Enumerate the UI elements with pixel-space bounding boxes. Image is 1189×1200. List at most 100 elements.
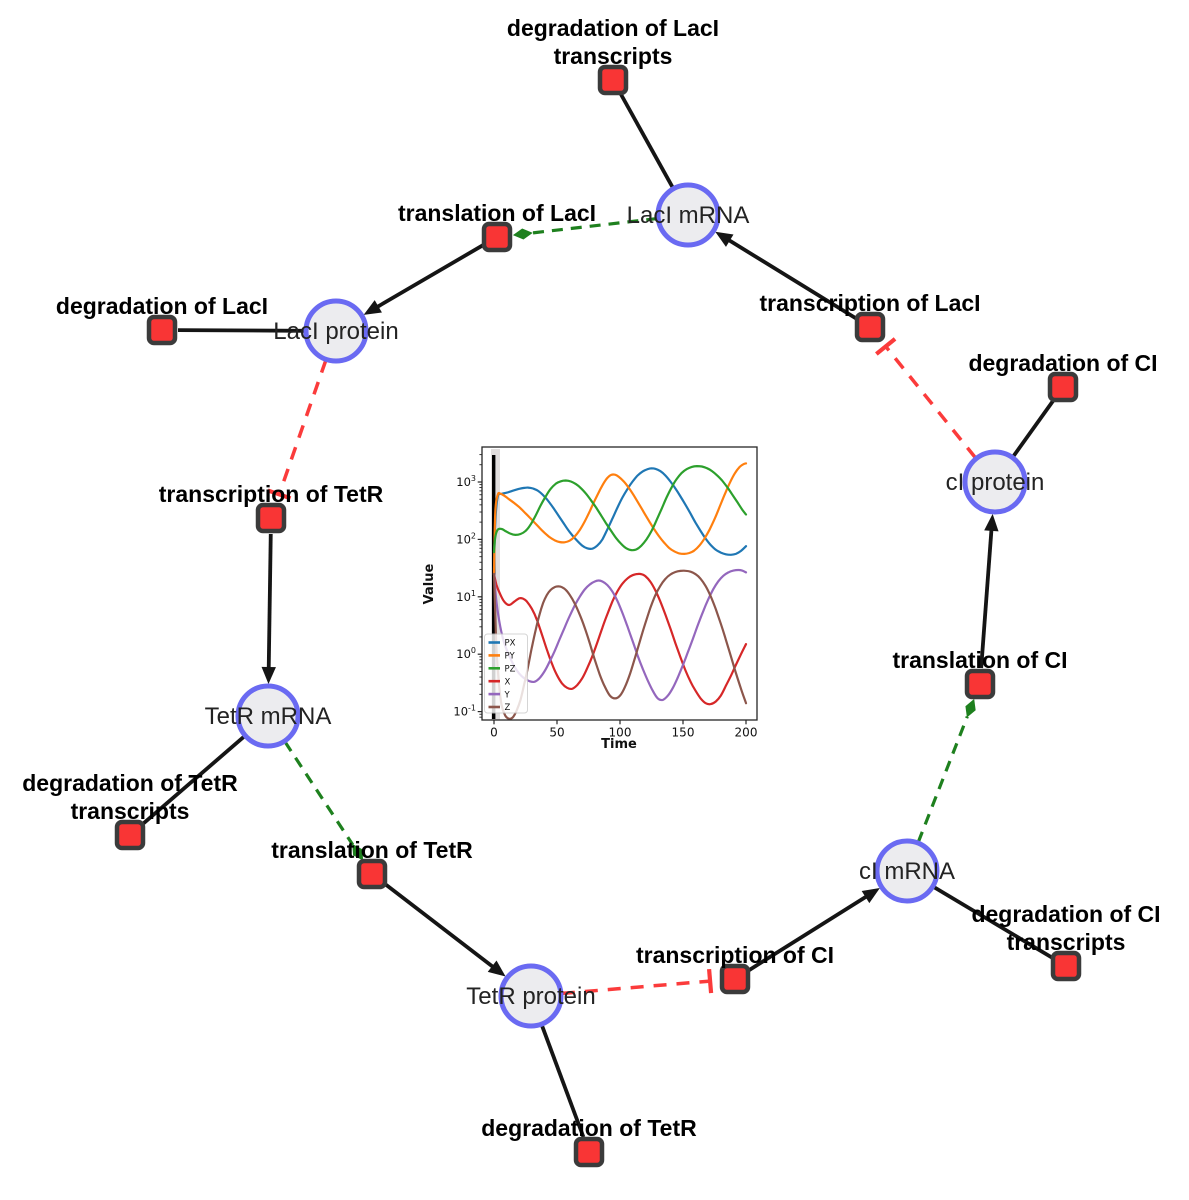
edge-tr_laci-laci_mrna-production xyxy=(723,235,858,321)
edge-ci_mrna-tl_ci-diamond-icon xyxy=(965,698,976,718)
legend-label-Z: Z xyxy=(505,703,511,713)
reaction-label: translation of CI xyxy=(892,647,1067,673)
chart-series-PX xyxy=(492,467,748,571)
edge-laci_mrna-tl_laci-diamond-icon xyxy=(512,228,533,240)
edge-laci_mrna-tl_laci-modifier xyxy=(531,216,658,235)
edge-ci_prot-tr_laci-inhibition xyxy=(884,345,977,459)
reaction-label: degradation of CI xyxy=(968,350,1157,376)
species-label: cI mRNA xyxy=(859,858,955,885)
legend-label-Y: Y xyxy=(504,690,511,700)
reaction-node-deg_laci xyxy=(146,314,178,346)
species-label: cI protein xyxy=(946,469,1045,496)
y-tick-label: 103 xyxy=(456,474,476,489)
inset-chart: Time Value 0 50 100 150 200 103 102 101 100 10-1 P… xyxy=(422,446,758,752)
reaction-label: transcription of LacI xyxy=(759,290,980,316)
reaction-label: transcription of TetR xyxy=(159,481,384,507)
reaction-node-deg_tetr_tx xyxy=(114,819,146,851)
x-tick-label: 150 xyxy=(672,726,695,740)
chart-legend: PX PY PZ XYZ xyxy=(484,633,528,714)
chart-series-PZ xyxy=(492,465,748,554)
edge-tetr_prot-tc_ci-inhibition xyxy=(561,979,711,996)
reaction-label: degradation of LacI xyxy=(507,15,719,41)
edge-tr_laci-laci_mrna-arrowhead-icon xyxy=(715,231,734,247)
species-node-laci_prot xyxy=(303,298,369,364)
edge-tl_ci-ci_prot-production xyxy=(979,524,994,669)
species-label: TetR mRNA xyxy=(205,703,332,730)
reaction-label: degradation of TetR xyxy=(22,770,238,796)
chart-series-PY xyxy=(492,462,748,576)
species-node-laci_mrna xyxy=(655,182,721,248)
reaction-label: transcripts xyxy=(554,43,673,69)
y-tick-label: 101 xyxy=(456,589,476,604)
species-label: LacI protein xyxy=(273,318,398,345)
legend-label-X: X xyxy=(505,677,511,687)
edge-deg_ci-ci_prot-consumption xyxy=(1011,398,1056,458)
chart-series-layer xyxy=(492,462,748,720)
y-tick-label: 100 xyxy=(456,646,476,661)
y-tick-label: 102 xyxy=(456,531,476,546)
edge-tc_tetr-tetr_mrna-arrowhead-icon xyxy=(261,666,276,685)
edge-ci_mrna-tl_ci-modifier xyxy=(916,716,969,843)
edge-deg_laci-laci_prot-consumption xyxy=(177,328,306,333)
reaction-label: transcripts xyxy=(1007,929,1126,955)
labels-layer: degradation of LacItranscriptstranslatio… xyxy=(22,15,1160,1141)
reaction-label: degradation of LacI xyxy=(56,293,268,319)
species-label: LacI mRNA xyxy=(627,202,750,229)
species-label: TetR protein xyxy=(466,983,595,1010)
y-tick-label: 10-1 xyxy=(453,704,476,719)
reaction-node-tc_ci xyxy=(719,963,751,995)
species-node-tetr_prot xyxy=(498,963,564,1029)
edges-layer xyxy=(140,93,1056,1138)
reaction-label: transcripts xyxy=(71,798,190,824)
chart-xlabel: Time xyxy=(601,737,637,752)
chart-series-X xyxy=(492,572,748,706)
reaction-label: translation of TetR xyxy=(271,837,473,863)
edge-tl_tetr-tetr_prot-arrowhead-icon xyxy=(487,960,506,977)
edge-tc_tetr-tetr_mrna-production xyxy=(266,533,273,674)
edge-deg_tetr_tx-tetr_mrna-consumption xyxy=(140,734,246,826)
edge-deg_tetr-tetr_prot-consumption xyxy=(540,1024,586,1138)
legend-label-PZ: PZ xyxy=(505,665,516,675)
reaction-node-tc_tetr xyxy=(255,502,287,534)
species-node-ci_prot xyxy=(962,449,1028,515)
x-tick-label: 0 xyxy=(490,726,498,740)
reaction-label: degradation of TetR xyxy=(481,1115,697,1141)
reaction-label: translation of LacI xyxy=(398,200,596,226)
nodes-layer xyxy=(114,64,1082,1168)
reaction-node-tr_laci xyxy=(854,311,886,343)
edge-laci_prot-tc_tetr-tee-icon xyxy=(267,488,292,501)
reaction-node-deg_ci_tx xyxy=(1050,950,1082,982)
edge-deg_ci_tx-ci_mrna-consumption xyxy=(932,885,1054,960)
edge-tl_tetr-tetr_prot-production xyxy=(383,882,499,972)
reaction-node-tl_tetr xyxy=(356,858,388,890)
legend-label-PY: PY xyxy=(505,652,516,662)
edge-tc_ci-ci_mrna-arrowhead-icon xyxy=(861,888,880,904)
edge-tetr_mrna-tl_tetr-modifier xyxy=(283,741,355,846)
reaction-node-deg_tetr xyxy=(573,1136,605,1168)
reaction-node-tl_ci xyxy=(964,668,996,700)
edge-ci_prot-tr_laci-tee-icon xyxy=(875,337,897,356)
legend-label-PX: PX xyxy=(505,639,516,649)
edge-tetr_prot-tc_ci-tee-icon xyxy=(706,968,714,994)
x-tick-label: 100 xyxy=(609,726,632,740)
species-node-tetr_mrna xyxy=(235,683,301,749)
x-tick-label: 50 xyxy=(549,726,564,740)
x-tick-label: 200 xyxy=(735,726,758,740)
reaction-label: degradation of CI xyxy=(971,901,1160,927)
reaction-label: transcription of CI xyxy=(636,942,834,968)
chart-ylabel: Value xyxy=(422,563,437,604)
edge-tc_ci-ci_mrna-production xyxy=(747,892,872,973)
reaction-node-tl_laci xyxy=(481,221,513,253)
chart-series-Z xyxy=(492,569,748,720)
edge-tl_ci-ci_prot-arrowhead-icon xyxy=(984,513,999,532)
edge-tetr_mrna-tl_tetr-diamond-icon xyxy=(352,843,364,861)
reaction-node-deg_laci_tx xyxy=(597,64,629,96)
edge-deg_laci_tx-laci_mrna-consumption xyxy=(619,93,675,189)
edge-tl_laci-laci_prot-arrowhead-icon xyxy=(363,300,382,315)
chart-series-Y xyxy=(492,568,748,702)
reaction-node-deg_ci xyxy=(1047,371,1079,403)
edge-tl_laci-laci_prot-production xyxy=(372,243,485,311)
edge-laci_prot-tc_tetr-inhibition xyxy=(277,359,328,495)
